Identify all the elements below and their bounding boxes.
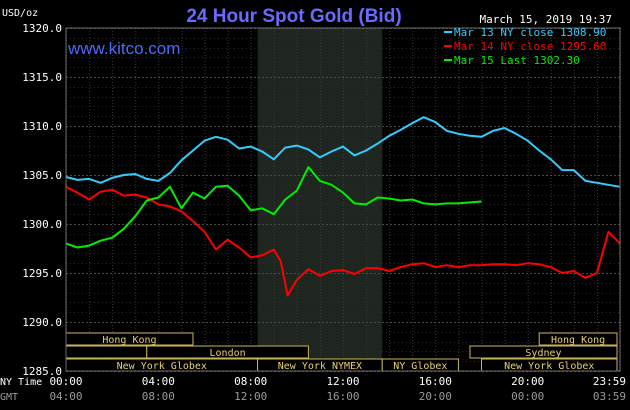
- y-axis-unit: USD/oz: [2, 8, 38, 19]
- plot-frame: [65, 27, 621, 372]
- market-session-bar: [65, 345, 148, 359]
- x-tick-label: 00:00: [511, 390, 544, 403]
- y-tick-label: 1295.0: [22, 267, 62, 280]
- legend-entry: Mar 13 NY close 1308.90: [454, 26, 606, 39]
- x-tick-label: 08:00: [234, 375, 267, 388]
- market-session-label: Sydney: [525, 348, 561, 359]
- series-line-1: [65, 116, 621, 188]
- y-tick-label: 1300.0: [22, 218, 62, 231]
- x-tick-label: 00:00: [49, 375, 82, 388]
- x-tick-label: 16:00: [326, 390, 359, 403]
- market-session-bar: [146, 345, 309, 359]
- x-tick-label: 20:00: [511, 375, 544, 388]
- y-tick-label: 1320.0: [22, 22, 62, 35]
- market-session-bar: [469, 345, 618, 359]
- legend-entry: Mar 15 Last 1302.30: [454, 54, 580, 67]
- x-tick-label: 04:00: [49, 390, 82, 403]
- watermark: www.kitco.com: [67, 39, 180, 58]
- market-session-label: New York NYMEX: [278, 361, 362, 372]
- x-tick-label: 20:00: [419, 390, 452, 403]
- series-line-3: [65, 166, 482, 249]
- x-tick-label: 23:59: [593, 375, 626, 388]
- series-line-2: [65, 185, 621, 297]
- x-tick-label: 12:00: [326, 375, 359, 388]
- y-tick-label: 1315.0: [22, 71, 62, 84]
- legend-entry: Mar 14 NY close 1295.60: [454, 40, 606, 53]
- x-axis-row-label: GMT: [0, 392, 18, 403]
- market-session-label: Hong Kong: [551, 335, 605, 346]
- market-session-label: NY Globex: [393, 361, 447, 372]
- y-tick-label: 1305.0: [22, 169, 62, 182]
- market-session-label: New York Globex: [504, 361, 594, 372]
- y-tick-label: 1285.0: [22, 365, 62, 378]
- x-axis-row-label: NY Time: [0, 377, 42, 388]
- x-tick-label: 16:00: [419, 375, 452, 388]
- x-tick-label: 03:59: [593, 390, 626, 403]
- x-tick-label: 12:00: [234, 390, 267, 403]
- chart-title: 24 Hour Spot Gold (Bid): [186, 6, 401, 27]
- market-session-label: London: [210, 348, 246, 359]
- market-session-label: New York Globex: [117, 361, 207, 372]
- x-tick-label: 08:00: [142, 390, 175, 403]
- y-tick-label: 1290.0: [22, 316, 62, 329]
- market-session-bar: [538, 332, 618, 346]
- x-tick-label: 04:00: [142, 375, 175, 388]
- timestamp: March 15, 2019 19:37: [480, 13, 612, 26]
- market-session-label: Hong Kong: [102, 335, 156, 346]
- y-tick-label: 1310.0: [22, 120, 62, 133]
